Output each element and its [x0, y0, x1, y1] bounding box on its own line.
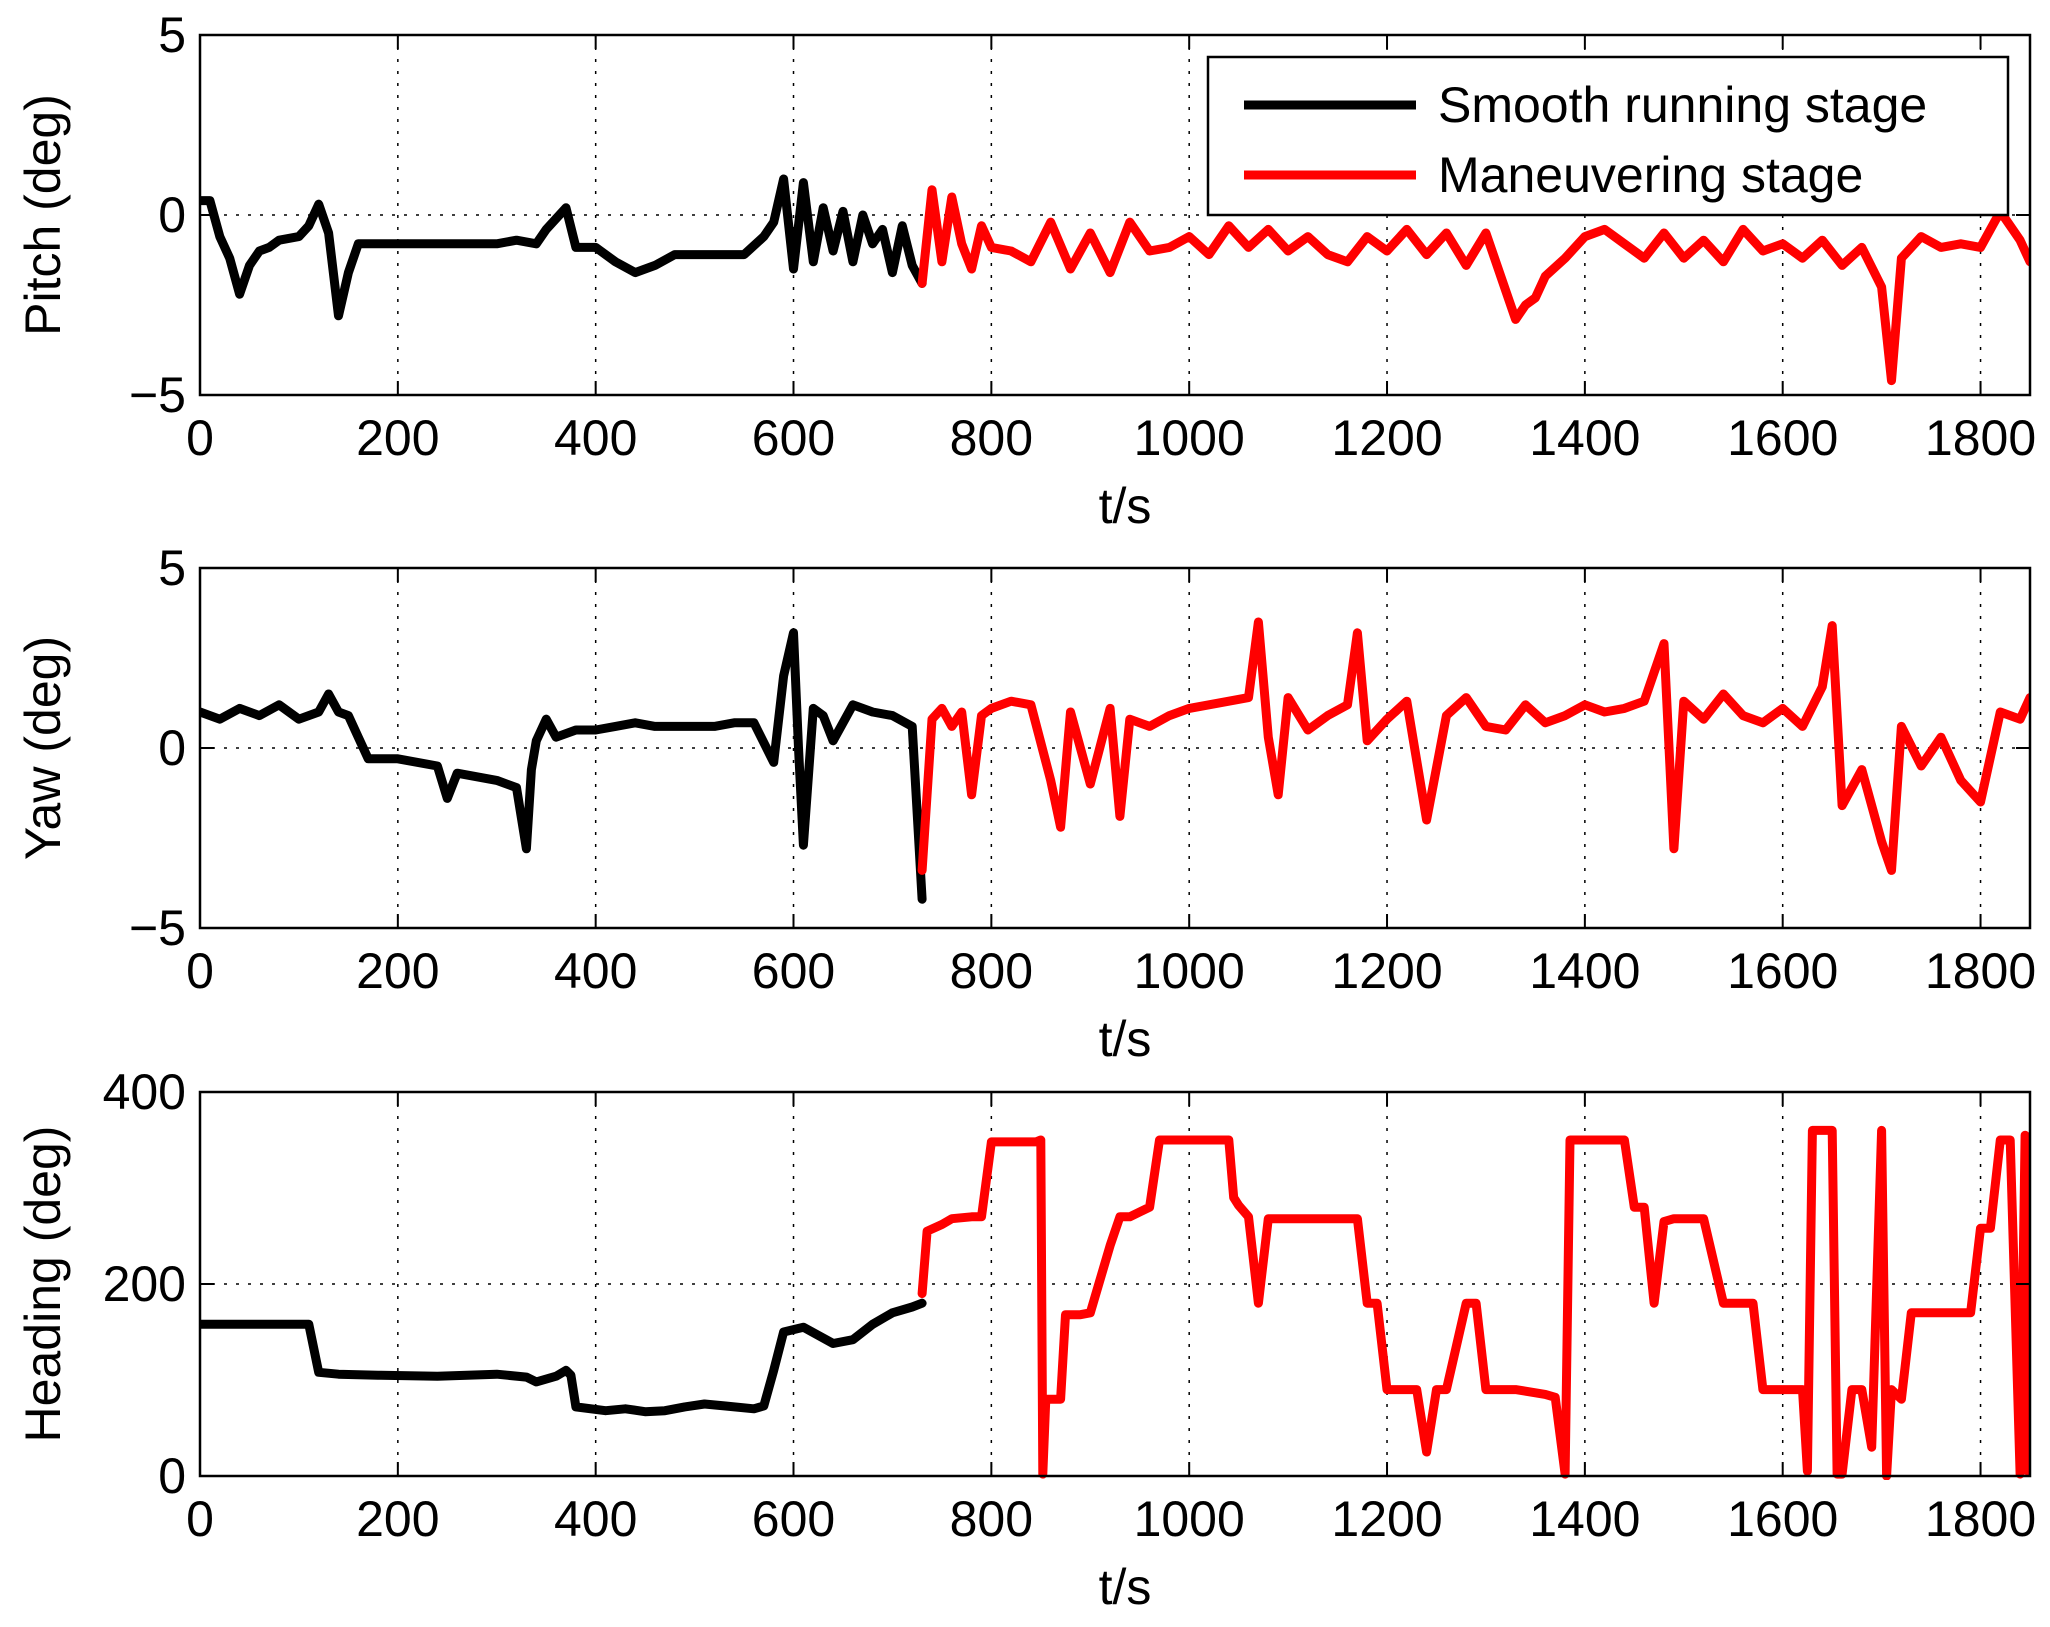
x-tick-label: 1600 — [1727, 410, 1838, 466]
x-tick-label: 1800 — [1925, 1491, 2036, 1547]
x-tick-label: 1800 — [1925, 410, 2036, 466]
series-group — [200, 174, 2030, 386]
x-tick-label: 600 — [752, 943, 835, 999]
x-tick-label: 1000 — [1134, 1491, 1245, 1547]
x-tick-label: 1200 — [1331, 1491, 1442, 1547]
x-tick-label: 1000 — [1134, 943, 1245, 999]
x-tick-label: 200 — [356, 943, 439, 999]
legend: Smooth running stage Maneuvering stage — [1206, 55, 2010, 217]
x-tick-label: 1400 — [1529, 1491, 1640, 1547]
x-tick-label: 1600 — [1727, 1491, 1838, 1547]
series-group — [200, 617, 2030, 904]
x-tick-label: 1600 — [1727, 943, 1838, 999]
series-group — [200, 1125, 2030, 1480]
x-tick-label: 1000 — [1134, 410, 1245, 466]
y-tick-label: 400 — [103, 1064, 186, 1120]
x-tick-label: 1200 — [1331, 943, 1442, 999]
x-tick-label: 400 — [554, 1491, 637, 1547]
y-tick-label: 5 — [158, 7, 186, 63]
x-tick-label: 800 — [950, 1491, 1033, 1547]
y-axis-label: Yaw (deg) — [15, 636, 71, 860]
series-line-maneuvering-stage — [917, 1125, 2030, 1480]
y-tick-label: 200 — [103, 1256, 186, 1312]
y-tick-label: 0 — [158, 187, 186, 243]
x-tick-label: 1800 — [1925, 943, 2036, 999]
x-axis-label: t/s — [1099, 1011, 1152, 1067]
x-tick-label: 1400 — [1529, 943, 1640, 999]
y-tick-label: 0 — [158, 720, 186, 776]
y-axis-label: Pitch (deg) — [15, 94, 71, 336]
series-line-smooth-running-stage — [200, 174, 927, 321]
series-line-smooth-running-stage — [200, 628, 927, 904]
x-tick-label: 400 — [554, 410, 637, 466]
series-line-maneuvering-stage — [917, 617, 2030, 875]
x-tick-label: 600 — [752, 1491, 835, 1547]
x-tick-label: 400 — [554, 943, 637, 999]
x-tick-label: 0 — [186, 1491, 214, 1547]
x-tick-label: 200 — [356, 1491, 439, 1547]
x-tick-label: 800 — [950, 943, 1033, 999]
series-line-maneuvering-stage — [917, 185, 2030, 386]
x-tick-label: 0 — [186, 943, 214, 999]
panel-1: 0 200 400 600 800 1000 1200 1400 1600 180050−5t/s… — [15, 7, 2036, 534]
y-tick-label: −5 — [129, 367, 186, 423]
panel-2: 0 200 400 600 800 1000 1200 1400 1600 180050−5t/s… — [15, 540, 2036, 1067]
x-tick-label: 600 — [752, 410, 835, 466]
series-line-smooth-running-stage — [200, 1298, 927, 1417]
y-axis-label: Heading (deg) — [15, 1126, 71, 1443]
x-tick-label: 0 — [186, 410, 214, 466]
x-axis-label: t/s — [1099, 478, 1152, 534]
y-tick-label: 0 — [158, 1448, 186, 1504]
x-tick-label: 200 — [356, 410, 439, 466]
legend-label: Maneuvering stage — [1438, 147, 1863, 203]
y-tick-label: 5 — [158, 540, 186, 596]
legend-box — [1206, 55, 2010, 217]
x-tick-label: 800 — [950, 410, 1033, 466]
y-tick-label: −5 — [129, 900, 186, 956]
legend-label: Smooth running stage — [1438, 77, 1927, 133]
panel-3: 0 200 400 600 800 1000 1200 1400 1600 1800 400 200 0… — [15, 1064, 2036, 1615]
x-tick-label: 1400 — [1529, 410, 1640, 466]
x-tick-label: 1200 — [1331, 410, 1442, 466]
x-axis-label: t/s — [1099, 1559, 1152, 1615]
